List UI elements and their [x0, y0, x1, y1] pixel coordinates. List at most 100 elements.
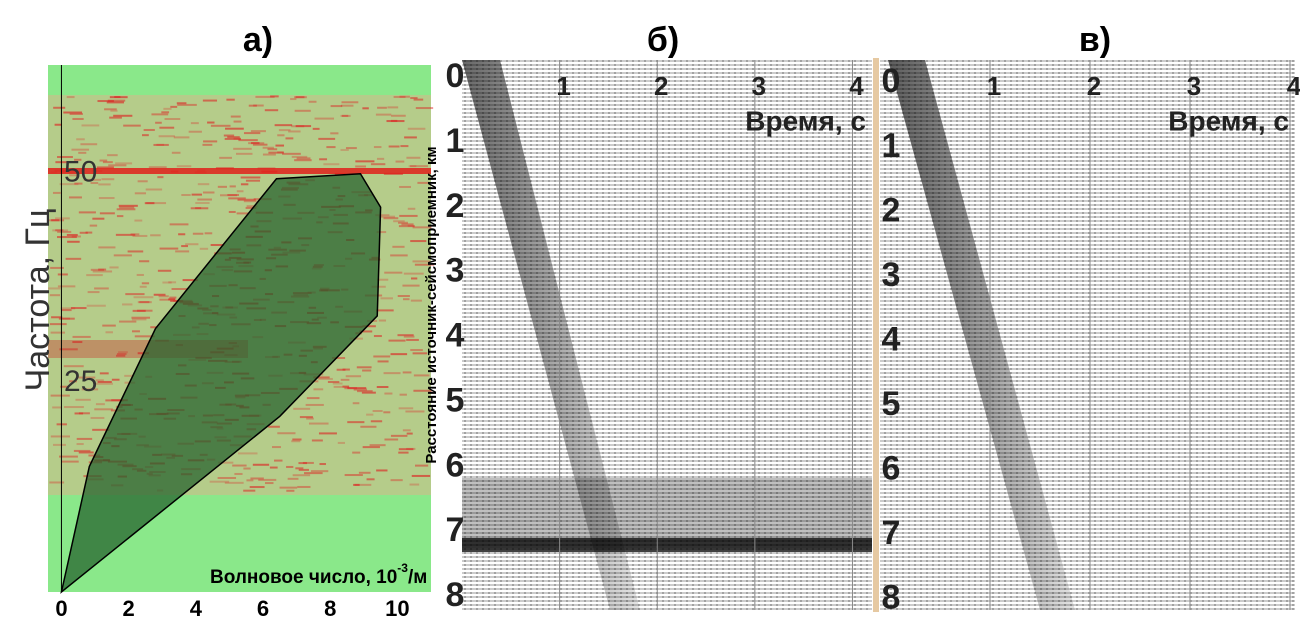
- texture-dot: [158, 295, 169, 298]
- texture-dot: [195, 201, 210, 204]
- texture-dot: [60, 307, 76, 310]
- texture-dot: [78, 451, 94, 454]
- texture-dot: [102, 324, 116, 327]
- texture-dot: [161, 111, 170, 114]
- x-axis-label-part: Волновое число, 10: [210, 567, 397, 588]
- texture-dot: [94, 287, 109, 290]
- texture-dot: [223, 134, 235, 137]
- texture-dot: [387, 106, 399, 109]
- texture-dot: [376, 386, 389, 389]
- texture-dot: [404, 136, 417, 139]
- texture-dot: [326, 146, 336, 149]
- texture-dot: [380, 297, 393, 300]
- texture-dot: [369, 444, 386, 447]
- texture-dot: [253, 104, 264, 107]
- texture-dot: [388, 339, 406, 342]
- texture-dot: [74, 182, 83, 185]
- texture-dot: [318, 377, 333, 380]
- texture-dot: [400, 145, 409, 148]
- texture-dot: [403, 335, 415, 338]
- texture-dot: [50, 331, 66, 334]
- texture-dot: [168, 298, 176, 301]
- texture-dot: [131, 316, 151, 319]
- x-axis-label: Время, с: [1168, 105, 1289, 136]
- texture-dot: [240, 183, 249, 186]
- texture-dot: [227, 136, 240, 139]
- texture-dot: [57, 156, 73, 159]
- texture-dot: [370, 163, 386, 166]
- texture-dot: [407, 127, 426, 130]
- texture-dot: [246, 479, 254, 482]
- texture-dot: [342, 114, 349, 117]
- texture-dot: [137, 180, 148, 183]
- texture-dot: [286, 489, 295, 492]
- x-tick-label: 3: [752, 71, 766, 101]
- texture-dot: [150, 234, 161, 237]
- texture-dot: [332, 382, 343, 385]
- separator: [873, 58, 879, 612]
- texture-dot: [295, 96, 305, 99]
- texture-dot: [340, 378, 350, 381]
- texture-dot: [99, 212, 115, 215]
- texture-dot: [275, 144, 285, 147]
- texture-dot: [113, 114, 133, 117]
- texture-dot: [362, 325, 376, 328]
- texture-dot: [78, 376, 96, 379]
- texture-dot: [355, 165, 367, 168]
- texture-dot: [362, 369, 372, 372]
- texture-dot: [277, 151, 284, 154]
- texture-dot: [288, 130, 301, 133]
- texture-dot: [330, 132, 339, 135]
- texture-dot: [92, 428, 110, 431]
- texture-dot: [114, 96, 121, 99]
- texture-dot: [252, 143, 268, 146]
- texture-dot: [330, 105, 343, 108]
- y-tick-label: 6: [446, 446, 465, 484]
- texture-dot: [151, 113, 169, 116]
- texture-dot: [181, 193, 191, 196]
- texture-dot: [233, 120, 242, 123]
- texture-dot: [76, 443, 84, 446]
- texture-dot: [159, 298, 176, 301]
- texture-dot: [177, 103, 197, 106]
- texture-dot: [344, 474, 363, 477]
- texture-dot: [397, 334, 414, 337]
- texture-dot: [246, 205, 258, 208]
- texture-dot: [48, 287, 61, 290]
- texture-dot: [210, 243, 225, 246]
- texture-dot: [296, 157, 311, 160]
- texture-dot: [333, 385, 350, 388]
- texture-dot: [410, 299, 422, 302]
- texture-dot: [134, 192, 147, 195]
- texture-dot: [210, 124, 231, 127]
- texture-dot: [250, 130, 266, 133]
- y-tick-label: 0: [882, 62, 901, 100]
- texture-dot: [413, 374, 430, 377]
- texture-dot: [105, 331, 113, 334]
- texture-dot: [294, 109, 311, 112]
- texture-dot: [233, 137, 241, 140]
- x-tick-label: 4: [1287, 71, 1300, 101]
- texture-dot: [190, 207, 209, 210]
- texture-dot: [342, 385, 349, 388]
- texture-dot: [268, 151, 284, 154]
- texture-dot: [226, 98, 235, 101]
- texture-dot: [376, 231, 387, 234]
- texture-dot: [65, 257, 82, 260]
- texture-dot: [409, 483, 420, 486]
- texture-dot: [176, 102, 187, 105]
- texture-dot: [75, 398, 91, 401]
- texture-dot: [74, 412, 84, 415]
- texture-dot: [122, 303, 133, 306]
- texture-dot: [410, 165, 428, 168]
- texture-dot: [406, 432, 413, 435]
- texture-dot: [311, 439, 323, 442]
- x-axis-label: Волновое число, 10-3/м: [210, 561, 427, 588]
- y-tick-label: 7: [882, 514, 901, 552]
- texture-dot: [277, 134, 285, 137]
- texture-dot: [268, 425, 280, 428]
- texture-dot: [344, 387, 357, 390]
- texture-dot: [117, 352, 127, 355]
- texture-dot: [80, 143, 98, 146]
- texture-dot: [199, 247, 209, 250]
